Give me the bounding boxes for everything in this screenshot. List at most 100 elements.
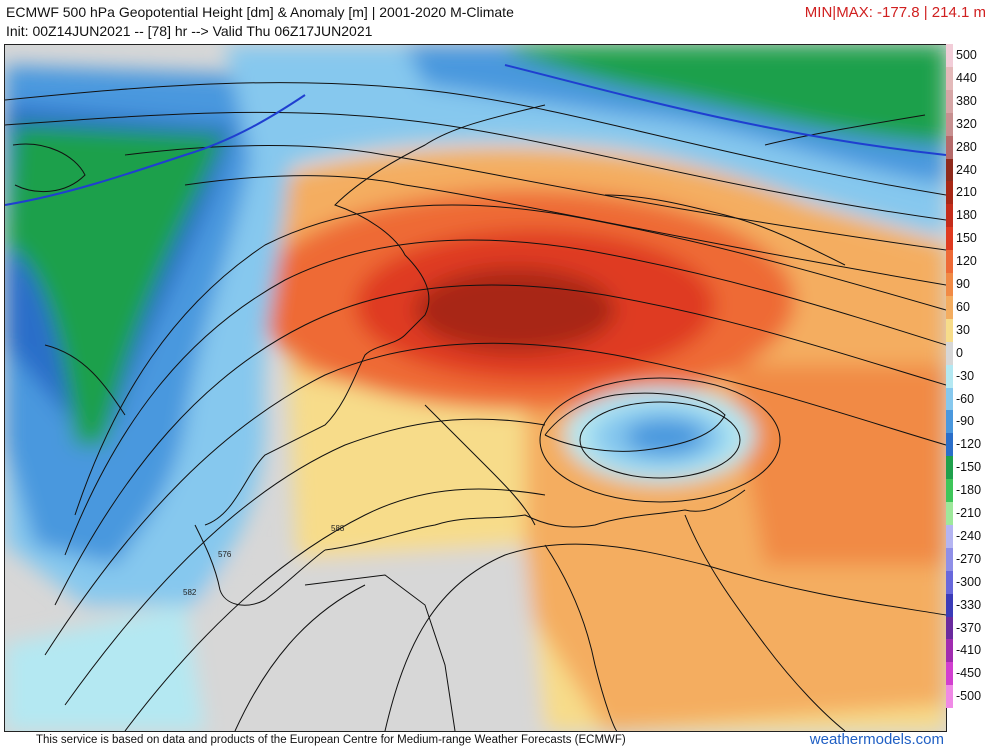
coastlines xyxy=(12,104,926,731)
legend-label: -240 xyxy=(956,528,982,543)
legend-label: -410 xyxy=(956,643,982,658)
legend-item: 320 xyxy=(946,112,1000,136)
legend-item: -30 xyxy=(946,364,1000,388)
legend-swatch xyxy=(946,135,953,159)
legend-label: 210 xyxy=(956,185,977,200)
legend-item: -450 xyxy=(946,662,1000,686)
anomaly-shading xyxy=(5,45,946,731)
legend-label: 120 xyxy=(956,254,977,269)
legend-label: -500 xyxy=(956,689,982,704)
contour-label-588: 588 xyxy=(331,524,345,533)
legend-swatch xyxy=(946,456,953,480)
legend-item: 500 xyxy=(946,44,1000,67)
legend-swatch xyxy=(946,89,953,113)
legend-item: -370 xyxy=(946,616,1000,640)
legend-item: -150 xyxy=(946,456,1000,480)
legend-swatch xyxy=(946,204,953,228)
legend-item: 30 xyxy=(946,318,1000,342)
legend-swatch xyxy=(946,364,953,388)
legend-label: 90 xyxy=(956,277,970,291)
legend-swatch xyxy=(946,593,953,617)
legend-item: -410 xyxy=(946,639,1000,663)
ecmwf-credit: This service is based on data and produc… xyxy=(36,734,626,746)
legend-label: -210 xyxy=(956,506,982,520)
legend-label: 320 xyxy=(956,116,977,131)
legend-item: 210 xyxy=(946,181,1000,205)
legend-swatch xyxy=(946,639,953,663)
blue-reference-contour xyxy=(5,64,946,206)
legend-swatch xyxy=(946,570,953,594)
legend-item: 60 xyxy=(946,295,1000,319)
legend-item: 440 xyxy=(946,66,1000,90)
legend-item: 280 xyxy=(946,135,1000,159)
contour-label-576: 576 xyxy=(218,550,232,559)
run-info: Init: 00Z14JUN2021 -- [78] hr --> Valid … xyxy=(6,23,373,39)
legend-label: 280 xyxy=(956,139,977,154)
legend-item: -210 xyxy=(946,502,1000,525)
legend-item: 120 xyxy=(946,250,1000,274)
legend-swatch xyxy=(946,387,953,411)
legend-swatch xyxy=(946,524,953,548)
contour-label-582: 582 xyxy=(183,588,197,597)
legend-label: 180 xyxy=(956,208,977,223)
minmax-readout: MIN|MAX: -177.8 | 214.1 m xyxy=(804,4,986,21)
legend-swatch xyxy=(946,112,953,136)
legend-swatch xyxy=(946,181,953,205)
height-contours xyxy=(5,82,946,731)
legend-label: -180 xyxy=(956,483,982,498)
legend-label: -60 xyxy=(956,391,975,406)
legend-item: -240 xyxy=(946,524,1000,548)
legend-item: 0 xyxy=(946,341,1000,365)
chart-title: ECMWF 500 hPa Geopotential Height [dm] &… xyxy=(6,4,514,20)
legend-item: -180 xyxy=(946,479,1000,503)
legend-label: 30 xyxy=(956,322,970,337)
legend-label: 240 xyxy=(956,162,977,177)
legend-label: -120 xyxy=(956,437,982,452)
legend-swatch xyxy=(946,410,953,434)
anomaly-map[interactable]: 576 582 588 xyxy=(5,45,946,731)
legend-label: 150 xyxy=(956,231,977,246)
legend-item: -270 xyxy=(946,547,1000,571)
legend-item: -120 xyxy=(946,433,1000,457)
map-panel[interactable]: 576 582 588 xyxy=(4,44,947,732)
legend-item: 380 xyxy=(946,89,1000,113)
legend-label: -90 xyxy=(956,414,975,429)
legend-label: 440 xyxy=(956,70,977,85)
legend-label: -150 xyxy=(956,460,982,475)
legend-swatch xyxy=(946,616,953,640)
legend-swatch xyxy=(946,273,953,296)
legend-swatch xyxy=(946,250,953,274)
legend-swatch xyxy=(946,547,953,571)
legend-label: -450 xyxy=(956,666,982,681)
legend-swatch xyxy=(946,662,953,686)
legend-swatch xyxy=(946,433,953,457)
legend-label: 380 xyxy=(956,93,977,108)
legend-item: 240 xyxy=(946,158,1000,182)
legend-item: -90 xyxy=(946,410,1000,434)
legend-swatch xyxy=(946,44,953,67)
legend-swatch xyxy=(946,66,953,90)
brand-link[interactable]: weathermodels.com xyxy=(809,731,944,748)
legend-label: 500 xyxy=(956,48,977,62)
legend-label: -330 xyxy=(956,597,982,612)
legend-swatch xyxy=(946,685,953,709)
legend-swatch xyxy=(946,295,953,319)
legend-swatch xyxy=(946,318,953,342)
legend-swatch xyxy=(946,158,953,182)
legend-item: 150 xyxy=(946,227,1000,251)
legend-item: -60 xyxy=(946,387,1000,411)
legend-swatch xyxy=(946,502,953,525)
legend-item: -500 xyxy=(946,685,1000,709)
legend-item: 180 xyxy=(946,204,1000,228)
legend-item: 90 xyxy=(946,273,1000,296)
legend-swatch xyxy=(946,479,953,503)
legend-item: -300 xyxy=(946,570,1000,594)
legend-label: 60 xyxy=(956,299,970,314)
legend-label: -30 xyxy=(956,368,975,383)
legend-label: -370 xyxy=(956,620,982,635)
legend-label: -300 xyxy=(956,574,982,589)
color-legend: 500 440 380 320 280 240 210 180 150 120 90 60 30 0 -30… xyxy=(946,44,1000,709)
legend-item: -330 xyxy=(946,593,1000,617)
legend-label: 0 xyxy=(956,345,963,360)
legend-swatch xyxy=(946,227,953,251)
